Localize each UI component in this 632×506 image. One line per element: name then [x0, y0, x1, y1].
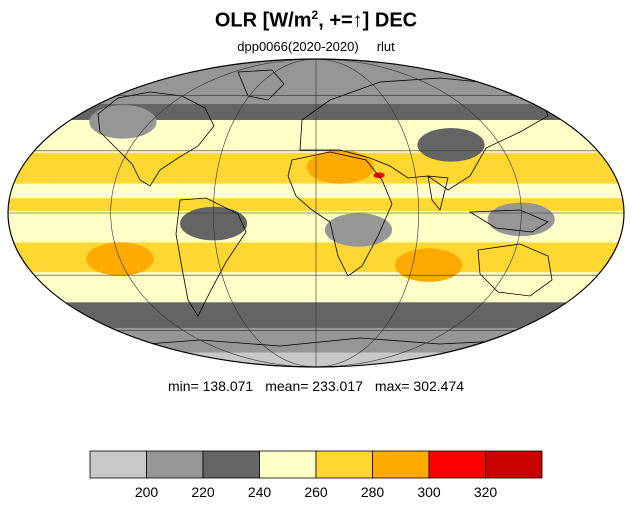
colorbar-tick-label: 220	[191, 484, 215, 500]
globe-outline	[7, 58, 625, 368]
colorbar-boxes	[89, 450, 543, 479]
region-feature	[89, 105, 157, 139]
colorbar-tick-label: 260	[304, 484, 328, 500]
subtitle-run: dpp0066(2020-2020)	[237, 39, 359, 54]
colorbar-box	[259, 450, 317, 479]
min-label: min=	[167, 378, 199, 394]
coastline-north-america	[97, 91, 215, 187]
region-feature	[417, 128, 485, 162]
mean-label: mean=	[265, 378, 309, 394]
region-feature	[373, 172, 385, 179]
coastline-maritime-continent	[468, 209, 549, 233]
colorbar-tick-label: 280	[361, 484, 385, 500]
title-main: OLR [W/m	[214, 9, 312, 32]
meridian-line	[212, 58, 317, 368]
colorbar-tick-label: 300	[417, 484, 441, 500]
meridian-line	[315, 58, 522, 368]
region-feature	[324, 213, 393, 247]
colorbar-box	[428, 450, 486, 479]
colorbar-box	[89, 450, 147, 479]
max-label: max=	[374, 378, 410, 394]
region-feature	[306, 150, 375, 184]
regional-features	[86, 105, 555, 282]
coastline-south-america	[175, 197, 247, 317]
colorbar-labels: 200 220 240 260 280 300 320	[135, 484, 498, 500]
colorbar-box	[485, 450, 543, 479]
colorbar-box	[146, 450, 204, 479]
meridian-line	[315, 58, 420, 368]
title-rest: , +=↑] DEC	[318, 9, 418, 32]
colorbar-box	[202, 450, 260, 479]
field-statistics: min= 138.071 mean= 233.017 max= 302.474	[0, 378, 632, 394]
chart-subtitle: dpp0066(2020-2020) rlut	[0, 39, 632, 54]
coastline-greenland	[237, 69, 285, 101]
colorbar-tick-label: 240	[248, 484, 272, 500]
coastlines	[97, 69, 601, 347]
mean-value: 233.017	[312, 378, 363, 394]
region-feature	[395, 248, 463, 282]
colorbar-box	[315, 450, 373, 479]
title-superscript: 2	[311, 8, 319, 22]
colorbar-tick-label: 200	[135, 484, 159, 500]
colorbar-box	[372, 450, 430, 479]
chart-title: OLR [W/m2, +=↑] DEC	[0, 8, 632, 33]
coastline-india	[427, 175, 449, 211]
graticule	[8, 58, 624, 368]
subtitle-variable: rlut	[376, 39, 395, 54]
colorbar-tick-label: 320	[474, 484, 498, 500]
coastline-eurasia	[299, 77, 549, 191]
meridian-line	[110, 58, 317, 368]
coastline-africa	[287, 151, 393, 277]
max-value: 302.474	[413, 378, 465, 394]
min-value: 138.071	[202, 378, 254, 394]
coastline-australia	[477, 243, 553, 297]
